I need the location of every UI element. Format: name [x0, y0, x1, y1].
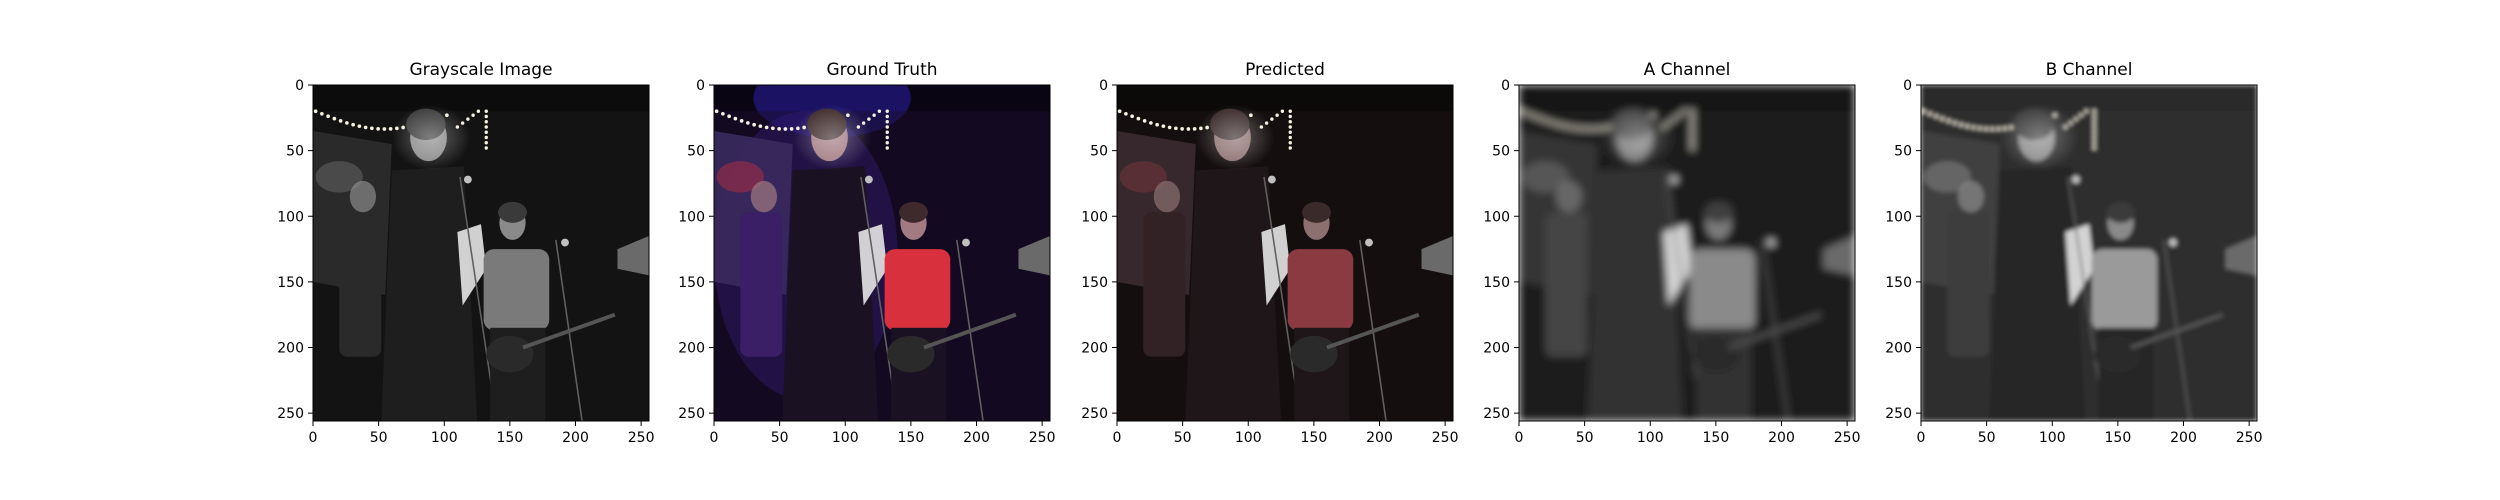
x-tick-label: 100	[2039, 430, 2066, 446]
x-tick-label: 100	[832, 430, 859, 446]
x-tick-label: 0	[309, 430, 318, 446]
y-tick-label: 200	[678, 341, 705, 357]
y-tick-label: 50	[1090, 144, 1108, 160]
y-tick-label: 50	[1492, 144, 1510, 160]
y-tick-label: 150	[1885, 275, 1912, 291]
panel-title: Predicted	[1245, 60, 1325, 80]
x-tick-label: 150	[2105, 430, 2132, 446]
panel-grayscale: Grayscale Image 0 50 100 150 200 250 0 50 100 150 2…	[277, 60, 654, 446]
x-tick-label: 200	[562, 430, 589, 446]
y-tick-label: 150	[277, 275, 304, 291]
x-tick-label: 100	[1235, 430, 1262, 446]
y-tick-label: 200	[1885, 341, 1912, 357]
x-tick-label: 50	[1174, 430, 1192, 446]
y-tick-label: 100	[1483, 209, 1510, 225]
y-tick-label: 0	[295, 78, 304, 94]
x-tick-label: 50	[771, 430, 789, 446]
y-tick-label: 0	[696, 78, 705, 94]
panel-image-predicted	[1117, 85, 1453, 421]
panel-image-color	[714, 85, 1050, 421]
x-tick-label: 100	[431, 430, 458, 446]
y-tick-label: 50	[1894, 144, 1912, 160]
y-tick-label: 250	[1081, 406, 1108, 422]
y-tick-label: 100	[1081, 209, 1108, 225]
x-tick-label: 200	[2170, 430, 2197, 446]
panel-predicted: Predicted 0 50 100 150 200 250 0 50 100 150 200 250	[1081, 60, 1458, 446]
axes-frame	[1116, 84, 1454, 422]
x-tick-label: 0	[1113, 430, 1122, 446]
y-tick-label: 250	[678, 406, 705, 422]
y-tick-label: 250	[277, 406, 304, 422]
x-tick-label: 250	[2236, 430, 2263, 446]
x-tick-label: 0	[1917, 430, 1926, 446]
y-tick-label: 200	[277, 341, 304, 357]
x-tick-label: 0	[1515, 430, 1524, 446]
axes-frame	[713, 84, 1051, 422]
y-tick-label: 100	[1885, 209, 1912, 225]
axes-frame	[1920, 84, 2258, 422]
panel-title: Grayscale Image	[409, 60, 552, 80]
x-tick-label: 250	[628, 430, 655, 446]
y-tick-label: 50	[687, 144, 705, 160]
panel-b-channel: B Channel 0 50 100 150 200 250 0 50 100 150 200 250	[1885, 60, 2262, 446]
y-tick-label: 150	[1081, 275, 1108, 291]
y-tick-label: 0	[1099, 78, 1108, 94]
x-tick-label: 200	[1366, 430, 1393, 446]
y-tick-label: 0	[1501, 78, 1510, 94]
panel-a-channel: A Channel 0 50 100 150 200 250 0 50 100 150 200 250	[1483, 60, 1860, 446]
x-tick-label: 250	[1834, 430, 1861, 446]
y-tick-label: 0	[1903, 78, 1912, 94]
x-tick-label: 50	[370, 430, 388, 446]
y-tick-label: 150	[1483, 275, 1510, 291]
panel-title: B Channel	[2046, 60, 2133, 80]
axes-frame	[1518, 84, 1856, 422]
panel-image-grayscale	[313, 85, 649, 421]
panel-color: Ground Truth 0 50 100 150 200 250 0 50 100 150 200 2…	[678, 60, 1056, 446]
y-tick-label: 200	[1081, 341, 1108, 357]
y-tick-label: 150	[678, 275, 705, 291]
panel-image-b-channel	[1921, 85, 2257, 421]
y-tick-label: 200	[1483, 341, 1510, 357]
axes-frame	[312, 84, 650, 422]
x-tick-label: 150	[898, 430, 925, 446]
y-tick-label: 50	[286, 144, 304, 160]
x-tick-label: 150	[1301, 430, 1328, 446]
y-tick-label: 100	[678, 209, 705, 225]
y-tick-label: 250	[1885, 406, 1912, 422]
x-tick-label: 250	[1029, 430, 1056, 446]
x-tick-label: 100	[1637, 430, 1664, 446]
x-tick-label: 200	[963, 430, 990, 446]
panel-title: Ground Truth	[826, 60, 937, 80]
x-tick-label: 0	[710, 430, 719, 446]
x-tick-label: 200	[1768, 430, 1795, 446]
x-tick-label: 250	[1432, 430, 1459, 446]
panel-title: A Channel	[1644, 60, 1731, 80]
x-tick-label: 150	[497, 430, 524, 446]
y-tick-label: 250	[1483, 406, 1510, 422]
x-tick-label: 50	[1576, 430, 1594, 446]
panel-image-a-channel	[1519, 85, 1855, 421]
y-tick-label: 100	[277, 209, 304, 225]
x-tick-label: 150	[1703, 430, 1730, 446]
x-tick-label: 50	[1978, 430, 1996, 446]
